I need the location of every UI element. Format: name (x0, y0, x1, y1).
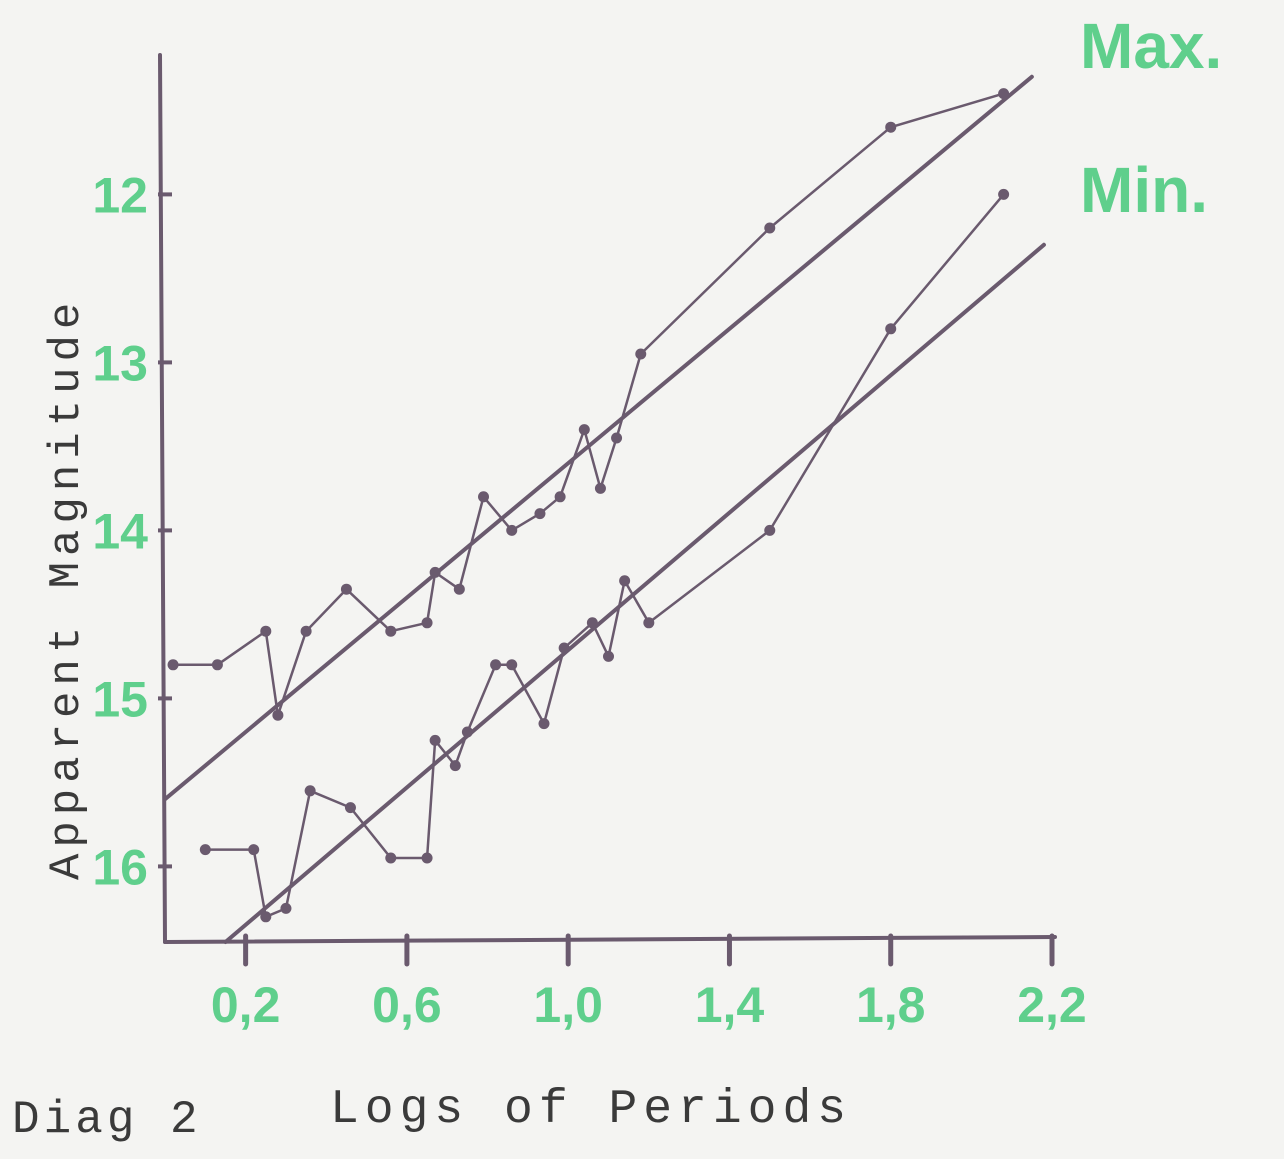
data-point-max (578, 424, 590, 436)
data-point-min (998, 188, 1010, 200)
axes (158, 53, 1057, 967)
x-tick-label: 0,6 (372, 977, 442, 1033)
data-point-min (421, 852, 433, 864)
data-point-max (385, 625, 397, 637)
data-point-min (260, 911, 272, 923)
figure-caption: Diag 2 (12, 1094, 202, 1146)
y-tick-label: 14 (92, 503, 148, 559)
series-label-min: Min. (1080, 154, 1208, 226)
x-tick-label: 1,0 (533, 977, 603, 1033)
data-point-max (594, 482, 606, 494)
data-point-max (998, 88, 1010, 100)
data-point-max (211, 659, 223, 671)
fit-line-max (163, 74, 1034, 802)
x-tick-label: 1,8 (856, 977, 926, 1033)
y-axis-line (158, 53, 167, 944)
fit-line-min (223, 242, 1046, 944)
data-point-min (429, 734, 441, 746)
x-axis-label: Logs of Periods (330, 1083, 852, 1137)
data-point-min (280, 902, 292, 914)
data-point-max (635, 348, 647, 360)
data-point-min (461, 726, 473, 738)
data-point-min (506, 659, 518, 671)
data-point-min (490, 659, 502, 671)
x-tick-label: 2,2 (1017, 977, 1087, 1033)
y-tick-label: 16 (92, 839, 148, 895)
data-point-max (478, 491, 490, 503)
data-point-min (643, 617, 655, 629)
x-tick-label: 0,2 (211, 977, 281, 1033)
x-axis-line (163, 935, 1057, 944)
data-point-max (453, 583, 465, 595)
data-point-min (199, 844, 211, 856)
y-tick-label: 12 (92, 167, 148, 223)
data-point-max (272, 709, 284, 721)
data-point-min (603, 650, 614, 662)
data-point-max (764, 222, 776, 234)
y-tick-labels: 12 13 14 15 16 (92, 167, 148, 895)
data-point-max (340, 583, 352, 595)
data-point-min (385, 852, 397, 864)
data-point-min (449, 760, 461, 772)
data-series (167, 88, 1010, 923)
data-point-max (429, 566, 441, 578)
series-line-min (204, 193, 1005, 919)
data-point-min (538, 718, 550, 730)
data-point-max (885, 121, 897, 133)
data-point-max (534, 508, 546, 520)
data-point-min (248, 844, 260, 856)
data-point-max (611, 432, 623, 444)
data-point-max (167, 659, 179, 671)
data-point-max (421, 617, 433, 629)
x-tick-label: 1,4 (695, 977, 765, 1033)
y-axis-label: Apparent Magnitude (42, 297, 92, 880)
data-point-min (764, 524, 776, 536)
data-point-max (506, 524, 518, 536)
data-point-min (558, 642, 570, 654)
fit-lines (163, 74, 1046, 944)
data-point-max (554, 491, 566, 503)
data-point-min (619, 575, 631, 587)
y-tick-label: 13 (92, 335, 148, 391)
data-point-min (885, 323, 897, 335)
data-point-min (304, 785, 316, 797)
data-point-max (300, 625, 312, 637)
data-point-max (260, 625, 272, 637)
data-point-min (344, 802, 356, 814)
data-point-min (586, 617, 598, 629)
x-tick-labels: 0,2 0,6 1,0 1,4 1,8 2,2 (211, 977, 1087, 1033)
series-label-max: Max. (1080, 10, 1222, 82)
y-tick-label: 15 (92, 671, 148, 727)
